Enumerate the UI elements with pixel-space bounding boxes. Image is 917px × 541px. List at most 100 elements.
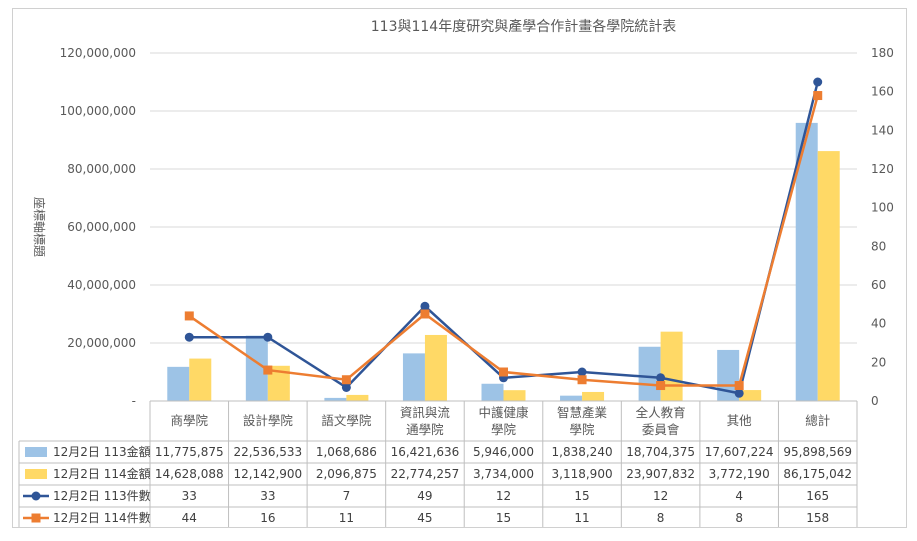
chart-frame: 113與114年度研究與產學合作計畫各學院統計表 座標軸標題 - 20,000,000… bbox=[12, 8, 907, 530]
point-2-1 bbox=[263, 332, 273, 342]
table-cell: 18,704,375 bbox=[626, 445, 695, 459]
series-line-3 bbox=[188, 95, 819, 387]
bar-1-1 bbox=[267, 365, 290, 401]
category-label: 語文學院 bbox=[321, 413, 372, 428]
table-cell: 4 bbox=[735, 489, 743, 503]
table-cell: 16 bbox=[260, 511, 275, 525]
category-label: 學院 bbox=[570, 422, 596, 437]
chart-title: 113與114年度研究與產學合作計畫各學院統計表 bbox=[371, 18, 676, 35]
table-cell: 165 bbox=[806, 489, 829, 503]
point-2-3 bbox=[420, 301, 430, 311]
table-cell: 158 bbox=[806, 511, 829, 525]
legend-key-1 bbox=[25, 469, 47, 479]
table-cell: 11 bbox=[339, 511, 354, 525]
table-cell: 12 bbox=[496, 489, 511, 503]
table-cell: 45 bbox=[417, 511, 432, 525]
table-cell: 12 bbox=[653, 489, 668, 503]
bar-0-1 bbox=[245, 335, 268, 401]
category-label: 全人教育 bbox=[636, 405, 686, 420]
category-label: 中護健康 bbox=[478, 405, 529, 420]
legend-marker-3 bbox=[31, 513, 41, 523]
point-3-6 bbox=[656, 381, 666, 391]
category-label: 通學院 bbox=[406, 422, 444, 437]
category-label: 資訊與流 bbox=[400, 405, 451, 420]
legend-label: 12月2日 114金額 bbox=[53, 466, 151, 481]
point-3-7 bbox=[734, 381, 744, 391]
point-2-8 bbox=[813, 77, 823, 87]
category-label: 委員會 bbox=[642, 422, 680, 437]
y2-tick-label: 80 bbox=[871, 239, 886, 253]
y-tick-label: 100,000,000 bbox=[60, 104, 136, 118]
y2-tick-label: 120 bbox=[871, 162, 894, 176]
table-cell: 1,838,240 bbox=[552, 445, 613, 459]
category-label: 學院 bbox=[491, 422, 517, 437]
table-cell: 12,142,900 bbox=[233, 467, 302, 481]
y2-tick-label: 60 bbox=[871, 278, 886, 292]
series-line-2 bbox=[189, 81, 819, 395]
table-cell: 8 bbox=[735, 511, 743, 525]
table-cell: 22,536,533 bbox=[233, 445, 302, 459]
bar-1-2 bbox=[346, 394, 369, 401]
legend-label: 12月2日 113金額 bbox=[53, 444, 151, 459]
bar-0-3 bbox=[402, 353, 425, 401]
table-cell: 44 bbox=[182, 511, 197, 525]
y2-tick-label: 140 bbox=[871, 123, 894, 137]
bar-0-5 bbox=[560, 395, 583, 401]
y-tick-label: - bbox=[132, 394, 136, 408]
y-tick-label: 40,000,000 bbox=[67, 278, 136, 292]
y2-tick-label: 0 bbox=[871, 394, 879, 408]
table-cell: 33 bbox=[182, 489, 197, 503]
table-cell: 17,607,224 bbox=[705, 445, 774, 459]
legend-marker-2 bbox=[31, 491, 41, 501]
table-cell: 1,068,686 bbox=[316, 445, 377, 459]
table-cell: 23,907,832 bbox=[626, 467, 695, 481]
y2-tick-label: 100 bbox=[871, 201, 894, 215]
table-cell: 14,628,088 bbox=[155, 467, 224, 481]
table-cell: 11,775,875 bbox=[155, 445, 224, 459]
bar-0-2 bbox=[324, 397, 347, 401]
table-cell: 5,946,000 bbox=[473, 445, 534, 459]
table-cell: 95,898,569 bbox=[783, 445, 852, 459]
bar-0-0 bbox=[167, 366, 190, 401]
category-label: 智慧產業 bbox=[557, 405, 608, 420]
table-cell: 15 bbox=[496, 511, 511, 525]
bar-0-8 bbox=[795, 122, 818, 401]
category-label: 其他 bbox=[727, 413, 753, 428]
table-cell: 8 bbox=[657, 511, 665, 525]
point-3-4 bbox=[499, 367, 508, 377]
y2-tick-label: 40 bbox=[871, 317, 886, 331]
bar-0-7 bbox=[717, 349, 740, 401]
table-cell: 7 bbox=[343, 489, 351, 503]
bar-1-3 bbox=[424, 334, 447, 401]
point-3-0 bbox=[184, 311, 194, 321]
table-cell: 22,774,257 bbox=[391, 467, 460, 481]
table-cell: 15 bbox=[574, 489, 589, 503]
point-3-3 bbox=[420, 309, 430, 319]
point-2-2 bbox=[341, 382, 351, 392]
table-cell: 3,118,900 bbox=[552, 467, 613, 481]
bar-1-6 bbox=[660, 331, 683, 401]
bar-1-8 bbox=[817, 151, 840, 401]
y2-tick-label: 160 bbox=[871, 85, 894, 99]
point-2-7 bbox=[734, 388, 744, 398]
point-3-8 bbox=[813, 91, 823, 101]
bar-1-4 bbox=[503, 390, 526, 401]
bar-0-6 bbox=[638, 346, 661, 401]
y2-tick-label: 20 bbox=[871, 355, 886, 369]
y-axis-title: 座標軸標題 bbox=[32, 197, 47, 257]
table-cell: 3,734,000 bbox=[473, 467, 534, 481]
legend-key-0 bbox=[25, 447, 47, 457]
bar-0-4 bbox=[481, 383, 504, 401]
point-3-1 bbox=[263, 365, 273, 375]
table-cell: 16,421,636 bbox=[391, 445, 460, 459]
point-3-5 bbox=[577, 375, 587, 385]
point-3-2 bbox=[341, 375, 351, 385]
y-tick-label: 60,000,000 bbox=[67, 220, 136, 234]
category-label: 商學院 bbox=[171, 413, 209, 428]
point-2-6 bbox=[656, 373, 666, 383]
y-tick-label: 80,000,000 bbox=[67, 162, 136, 176]
bar-1-7 bbox=[739, 390, 762, 401]
y2-tick-label: 180 bbox=[871, 46, 894, 60]
table-cell: 33 bbox=[260, 489, 275, 503]
